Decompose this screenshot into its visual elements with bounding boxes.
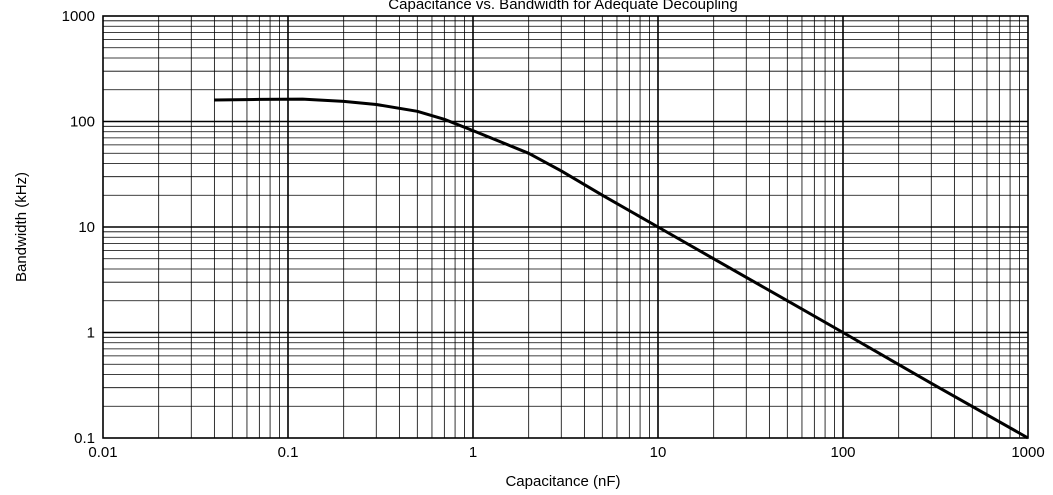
x-tick-label: 10 — [650, 444, 667, 461]
x-axis-title: Capacitance (nF) — [505, 473, 620, 490]
plot-frame — [102, 15, 1029, 439]
y-tick-label: 10 — [78, 219, 95, 236]
x-tick-label: 0.01 — [88, 444, 117, 461]
y-tick-label: 100 — [70, 114, 95, 131]
series-line — [214, 97, 1029, 440]
y-axis-title: Bandwidth (kHz) — [13, 172, 30, 282]
x-tick-label: 0.1 — [278, 444, 299, 461]
y-tick-label: 0.1 — [74, 430, 95, 447]
y-tick-label: 1 — [87, 325, 95, 342]
y-tick-label: 1000 — [62, 8, 95, 25]
x-tick-label: 100 — [830, 444, 855, 461]
series-layer — [214, 97, 1029, 440]
chart-title: Capacitance vs. Bandwidth for Adequate D… — [388, 0, 737, 13]
x-tick-label: 1000 — [1011, 444, 1044, 461]
x-tick-label: 1 — [469, 444, 477, 461]
grid — [103, 16, 1028, 438]
